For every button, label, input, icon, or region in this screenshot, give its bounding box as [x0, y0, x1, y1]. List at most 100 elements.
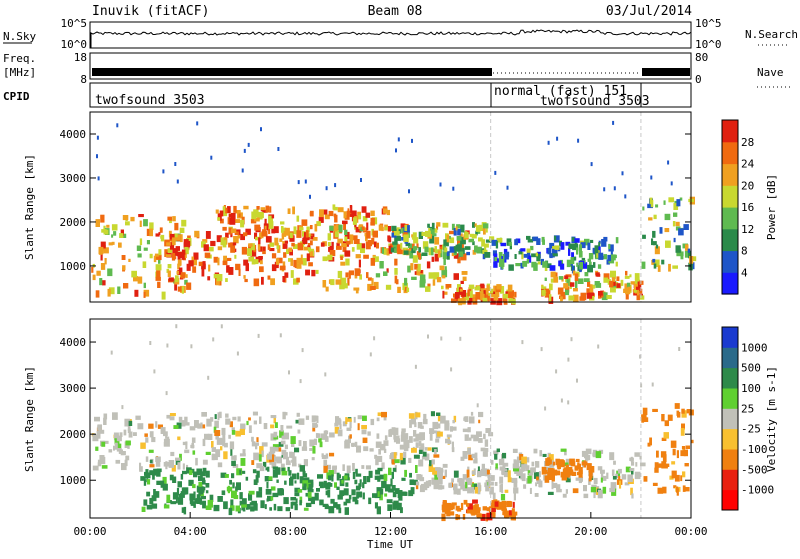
echo-cell: [410, 418, 416, 425]
echo-cell: [598, 291, 603, 296]
echo-cell: [201, 268, 205, 277]
echo-cell: [485, 480, 489, 483]
echo-cell: [457, 228, 461, 236]
echo-cell: [292, 244, 299, 249]
echo-cell: [513, 468, 519, 472]
echo-cell: [455, 226, 458, 231]
echo-cell: [223, 501, 228, 510]
echo-cell: [165, 391, 168, 396]
echo-cell: [228, 227, 233, 235]
echo-cell: [451, 223, 455, 231]
echo-cell: [268, 215, 272, 224]
echo-cell: [402, 282, 408, 291]
echo-cell: [361, 465, 365, 469]
echo-cell: [252, 411, 258, 416]
echo-cell: [202, 467, 207, 474]
echo-cell: [142, 261, 147, 268]
echo-cell: [256, 470, 260, 478]
echo-cell: [349, 420, 352, 429]
echo-cell: [390, 247, 396, 253]
echo-cell: [133, 276, 138, 282]
echo-cell: [446, 508, 451, 517]
echo-cell: [121, 463, 127, 471]
echo-cell: [330, 498, 335, 504]
echo-cell: [92, 434, 99, 442]
echo-cell: [190, 444, 195, 449]
echo-cell: [222, 240, 227, 248]
echo-cell: [421, 455, 428, 460]
echo-cell: [587, 281, 591, 287]
echo-cell: [100, 254, 103, 261]
echo-cell: [469, 416, 475, 424]
echo-cell: [547, 247, 551, 255]
echo-cell: [166, 494, 171, 503]
echo-cell: [102, 280, 106, 286]
echo-cell: [269, 242, 275, 247]
echo-cell: [535, 252, 538, 257]
echo-cell: [256, 437, 259, 443]
echo-cell: [448, 505, 453, 511]
echo-cell: [316, 433, 320, 438]
colorbar-swatch: [722, 163, 738, 186]
echo-cell: [373, 281, 379, 289]
echo-cell: [225, 418, 231, 425]
echo-cell: [397, 490, 403, 498]
echo-cell: [388, 485, 391, 493]
echo-cell: [434, 237, 440, 245]
echo-cell: [427, 283, 431, 289]
echo-cell: [641, 414, 647, 421]
echo-cell: [205, 483, 209, 487]
echo-cell: [254, 259, 259, 265]
echo-cell: [153, 468, 159, 474]
echo-cell: [309, 235, 314, 240]
echo-cell: [172, 248, 179, 256]
echo-cell: [542, 239, 545, 245]
echo-cell: [381, 462, 385, 470]
colorbar-tick-label: -25: [741, 423, 761, 436]
echo-cell: [354, 274, 358, 279]
echo-cell: [652, 258, 656, 263]
echo-cell: [647, 203, 653, 209]
echo-cell: [417, 422, 423, 429]
echo-cell: [472, 499, 478, 504]
echo-cell: [583, 493, 589, 499]
echo-cell: [441, 475, 446, 479]
echo-cell: [444, 469, 447, 478]
x-tick-label: 00:00: [73, 525, 106, 538]
echo-cell: [140, 476, 146, 481]
echo-cell: [284, 272, 289, 278]
echo-cell: [372, 493, 377, 498]
echo-cell: [611, 469, 615, 476]
echo-cell: [347, 208, 350, 212]
echo-cell: [438, 484, 443, 490]
echo-cell: [192, 450, 196, 455]
echo-cell: [575, 477, 580, 481]
echo-cell: [207, 276, 211, 281]
echo-cell: [450, 367, 453, 372]
echo-cell: [385, 284, 392, 290]
echo-cell: [374, 502, 378, 509]
echo-cell: [359, 479, 362, 487]
echo-cell: [303, 507, 309, 511]
echo-cell: [313, 438, 317, 446]
echo-cell: [163, 431, 168, 437]
echo-cell: [261, 450, 264, 458]
colorbar-tick-label: -100: [741, 443, 768, 456]
echo-cell: [438, 476, 443, 485]
echo-cell: [606, 259, 610, 265]
echo-cell: [507, 470, 511, 479]
echo-cell: [418, 231, 423, 239]
echo-cell: [379, 492, 383, 501]
echo-cell: [95, 446, 99, 451]
echo-cell: [245, 263, 249, 272]
echo-cell: [477, 487, 481, 495]
echo-cell: [663, 200, 666, 205]
echo-cell: [333, 225, 337, 231]
echo-cell: [362, 415, 367, 421]
echo-cell: [440, 336, 443, 341]
echo-cell: [490, 459, 494, 465]
echo-cell: [329, 225, 335, 231]
echo-cell: [335, 224, 341, 230]
echo-cell: [467, 487, 473, 494]
